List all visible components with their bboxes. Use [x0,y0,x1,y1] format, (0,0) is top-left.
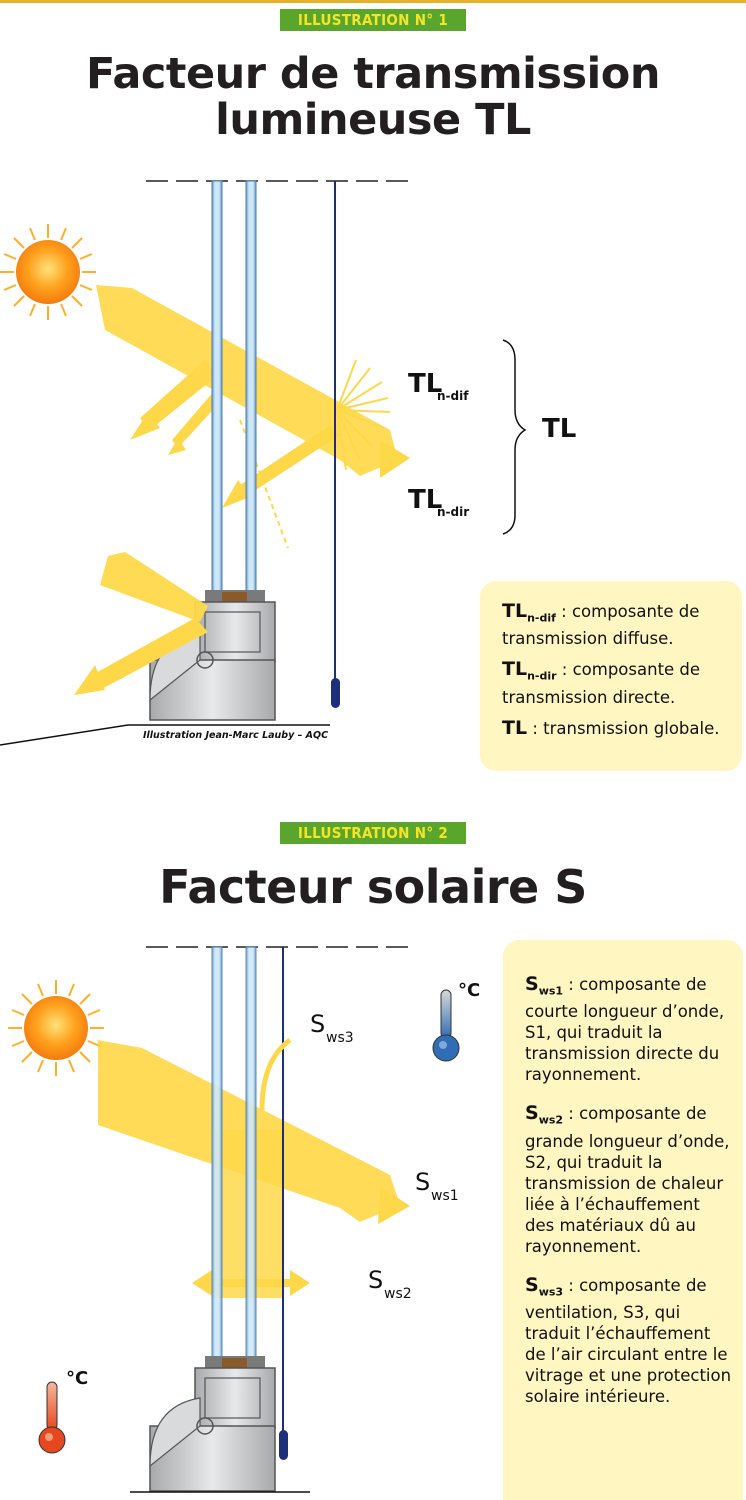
illustration-1-title-line2: lumineuse TL [215,95,531,145]
illustration-1-title-line1: Facteur de transmission [86,49,660,99]
legend-item: Sws1 : composante de courte longueur d’o… [525,973,725,1085]
tl-ndif-sub: n-dif [437,389,469,403]
window-frame-icon [149,1356,276,1492]
window-frame-icon [149,590,276,721]
s-ws2-label: S [368,1266,383,1294]
s-ws2-sub: ws2 [384,1286,412,1302]
thermometer-hot-icon [38,1381,66,1454]
deg-label-cold: °C [458,980,480,1001]
legend-item: Sws3 : composante de ventilation, S3, qu… [525,1273,732,1406]
s-ws3-sub: ws3 [326,1030,354,1046]
legend-item: TLn-dir : composante de transmission dir… [502,658,701,707]
reflected-light-beam [140,360,218,430]
ventilation-arc [259,1037,292,1111]
brace-icon [502,339,527,535]
legend-item: TLn-dif : composante de transmission dif… [502,600,700,649]
sun-icon [0,224,96,320]
legend-box-2: Sws1 : composante de courte longueur d’o… [503,940,743,1500]
direct-transmitted-arrow [380,440,410,478]
legend-box-1: TLn-dif : composante de transmission dif… [480,581,742,771]
tl-ndir-label: TL [408,485,442,515]
deg-label-hot: °C [66,1368,88,1389]
s-ws3-label: S [310,1010,325,1038]
glass-pane-outer [211,180,223,592]
sun-icon [8,980,104,1076]
tl-ndir-sub: n-dir [437,505,469,519]
tl-total-label: TL [542,414,576,444]
legend-item: TL : transmission globale. [502,716,720,739]
diffuse-rays [336,359,391,471]
glass-pane-inner [245,180,257,592]
tl-ndif-label: TL [408,369,442,399]
s-ws1-label: S [415,1168,430,1196]
blind-weight [331,678,340,708]
illustration-2-badge: ILLUSTRATION N° 2 [280,822,466,844]
credit-text: Illustration Jean-Marc Lauby – AQC [143,730,328,741]
thermometer-cold-icon [432,989,460,1062]
top-rule [0,0,746,3]
illustration-1-badge: ILLUSTRATION N° 1 [280,9,466,31]
legend-item: Sws2 : composante de grande longueur d’o… [525,1102,730,1256]
illustration-2-title: Facteur solaire S [159,860,587,914]
s-ws1-sub: ws1 [431,1188,459,1204]
